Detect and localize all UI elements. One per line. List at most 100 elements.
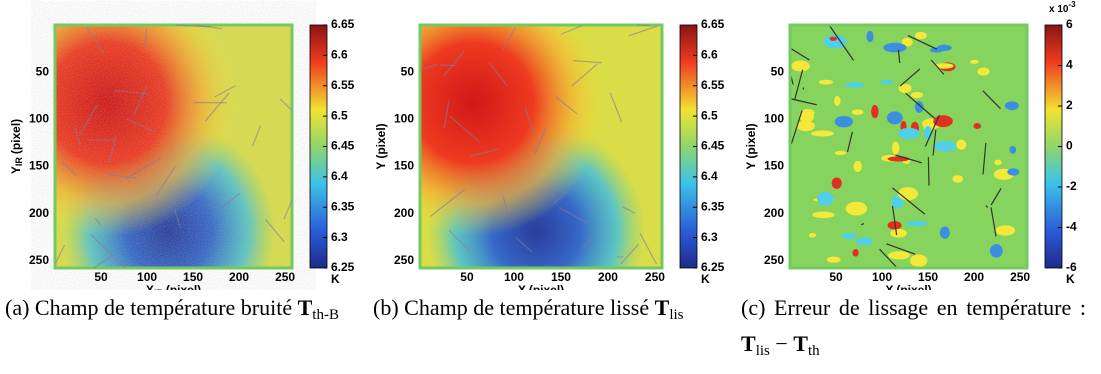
cell-edge [218,192,241,210]
x-tick-label: 50 [94,270,108,284]
blob [891,141,900,155]
y-tick-label: 50 [401,64,415,78]
blob [901,37,913,47]
blob [883,42,907,53]
blob [853,160,862,172]
label-part: X [146,283,154,290]
cell-edge [982,90,1001,110]
cell-edge [214,85,236,98]
cell-edge [573,59,602,64]
blob [952,175,964,183]
y-tick-label: 100 [764,112,784,126]
caption-symbol: T [297,295,313,320]
cell-edge [560,25,583,35]
label-part: (pixel) [9,119,23,154]
blob [969,59,979,64]
y-tick-label: 250 [394,253,414,267]
cell-edge [581,236,594,249]
cell-edge [571,63,598,87]
caption-operator: − [775,331,788,356]
cell-edge [621,206,636,214]
blob [852,249,859,257]
colorbar-multiplier: x 10-3 [1049,0,1076,15]
x-tick-label: 200 [229,270,249,284]
cell-edge [443,100,450,129]
cell-edge [515,237,533,253]
blob [914,31,927,40]
blob [906,220,928,227]
cell-edge [899,68,921,87]
colorbar-tick-label: 6.4 [701,169,718,183]
heatmap-b [418,23,664,270]
cell-edge [86,27,105,55]
frame [788,23,1029,270]
cell-edge [829,25,855,61]
label-part: X [518,283,526,290]
cell-edge [126,118,156,133]
cell-edge [639,232,657,265]
blob [880,79,894,85]
cell-edge [861,222,865,226]
y-axis-label: Y (pixel) [374,123,388,169]
cell-edge [932,129,937,156]
x-tick-label: 100 [872,270,892,284]
blob [995,225,1016,236]
blob [891,195,904,209]
y-tick-label: 250 [29,253,49,267]
caption-symbol: T [793,331,808,356]
colorbar-tick-label: 6 [1066,17,1073,31]
x-axis-label: XIR(pixel) [146,283,201,290]
cell-edge [895,154,923,164]
colorbar-tick-label: 6.3 [331,230,348,244]
cell-edge [419,63,438,72]
y-tick-label: 200 [29,206,49,220]
cell-edge [552,183,575,205]
blob [812,211,835,219]
y-tick-label: 50 [771,64,785,78]
blob [994,159,1002,166]
blob [855,237,873,246]
cell-edge [90,233,126,269]
cell-edge [924,114,940,147]
cell-edge [174,209,182,229]
blob [799,109,814,123]
colorbar-tick-label: 6.55 [701,78,725,92]
label-part: Y [9,166,23,174]
cell-edge [61,161,77,176]
x-tick-label: 200 [598,270,618,284]
colorbar-tick-label: -4 [1066,220,1077,234]
blob [834,95,841,106]
heatmap-a [53,23,294,270]
cell-edge [620,243,640,265]
x-tick-label: 50 [829,270,843,284]
cell-edge [502,195,509,219]
colorbar-tick-label: 4 [1066,58,1073,72]
label-part: Y [744,162,758,170]
colorbar-tick-label: 6.65 [701,17,725,31]
blob [1007,168,1020,176]
blob [871,104,879,119]
cell-edge [430,188,466,217]
colorbar-tick-label: 6.4 [331,169,348,183]
blob [887,221,902,230]
blob [989,244,1003,258]
cell-edge [879,248,898,269]
blob [1009,145,1017,154]
y-axis-label: YIR (pixel) [9,119,24,174]
blob [810,130,835,137]
cell-edge [628,25,658,37]
y-tick-label: 150 [394,159,414,173]
colorbar-tick-label: 6.6 [331,48,348,62]
x-tick-label: 150 [183,270,203,284]
x-tick-label: 150 [551,270,571,284]
blob [898,127,920,140]
blob [973,122,981,130]
blob [956,139,967,150]
cell-edge [905,92,936,119]
cell-edge [78,104,98,136]
blob [977,67,990,76]
blob [924,125,932,140]
colorbar-tick-label: 0 [1066,139,1073,153]
cell-edge [789,47,810,61]
cell-edge [846,131,853,152]
